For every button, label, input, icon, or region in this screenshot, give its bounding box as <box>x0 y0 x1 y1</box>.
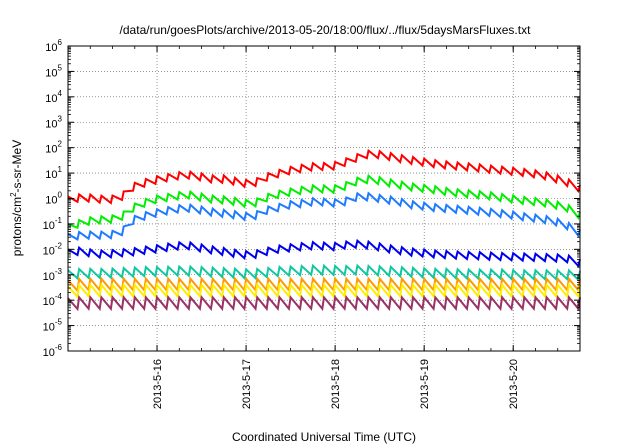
y-tick-label: 10-6 <box>43 343 63 359</box>
series-line <box>67 282 581 299</box>
x-tick-label: 2013-5-20 <box>508 359 520 409</box>
y-axis-label-sup: 2 <box>9 192 18 197</box>
x-axis-label: Coordinated Universal Time (UTC) <box>232 430 416 444</box>
y-axis-label: protons/cm2-s-sr-MeV <box>9 140 24 256</box>
x-tick-label: 2013-5-19 <box>419 359 431 409</box>
series-line <box>67 148 581 205</box>
series-line <box>67 263 581 282</box>
series-line <box>67 294 581 312</box>
y-axis-label-main: protons/cm <box>10 197 24 256</box>
x-tick-label: 2013-5-16 <box>152 359 164 409</box>
x-tick-label: 2013-5-17 <box>241 359 253 409</box>
y-tick-label: 102 <box>45 140 62 156</box>
y-tick-label: 106 <box>45 38 62 54</box>
y-tick-label: 101 <box>45 165 62 181</box>
y-tick-label: 10-2 <box>43 241 63 257</box>
x-axis-ticks: 2013-5-16 2013-5-17 2013-5-18 2013-5-19 2013… <box>67 46 581 409</box>
y-tick-label: 10-3 <box>43 267 63 283</box>
x-tick-label: 2013-5-18 <box>330 359 342 409</box>
series-line <box>67 191 581 241</box>
chart-title: /data/run/goesPlots/archive/2013-05-20/1… <box>120 23 532 37</box>
series-line <box>67 238 581 269</box>
plot-frame <box>67 45 581 352</box>
y-tick-label: 100 <box>45 191 62 207</box>
y-tick-label: 105 <box>45 63 62 79</box>
y-axis-ticks: 10-6 10-5 10-4 10-3 10-2 10-1 100 101 102 103 104 1… <box>43 38 580 359</box>
y-tick-label: 10-1 <box>43 216 63 232</box>
series-line <box>67 173 581 230</box>
y-tick-label: 103 <box>45 114 62 130</box>
grid-lines <box>68 46 580 351</box>
y-axis-label-rest: -s-sr-MeV <box>10 140 24 193</box>
y-tick-label: 10-5 <box>43 318 63 334</box>
y-tick-label: 104 <box>45 89 62 105</box>
data-series <box>67 148 581 312</box>
y-tick-label: 10-4 <box>43 292 63 308</box>
